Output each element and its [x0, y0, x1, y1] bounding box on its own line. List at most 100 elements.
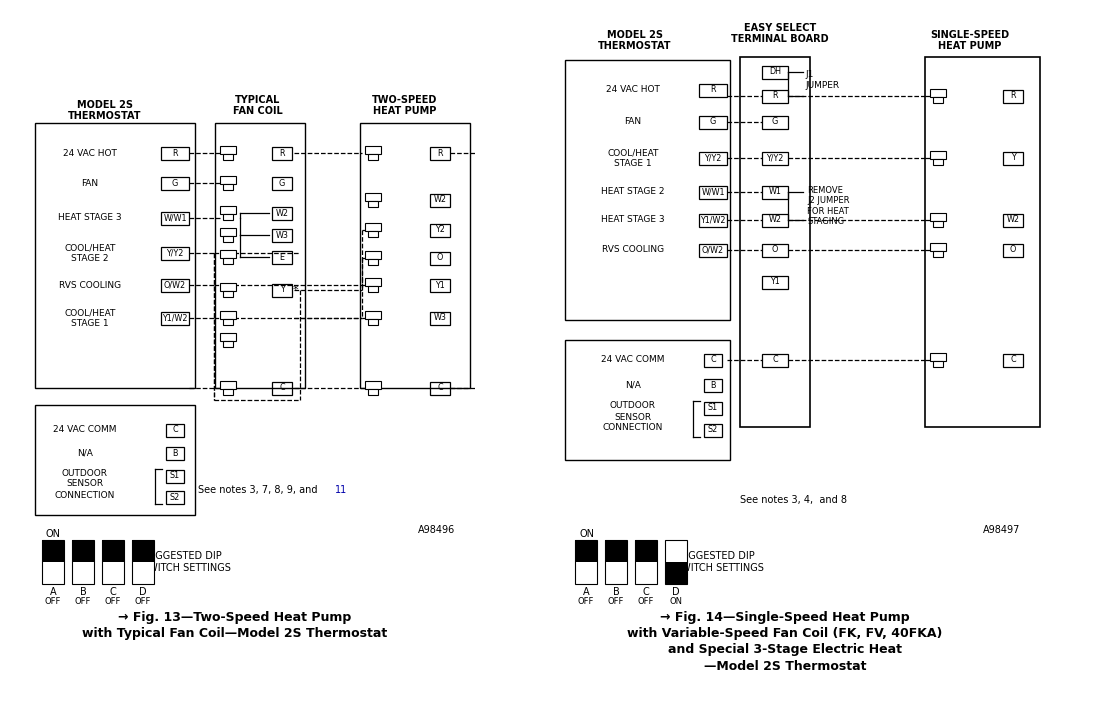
Text: A: A	[50, 587, 56, 597]
Text: Y/Y2: Y/Y2	[704, 153, 722, 163]
Text: D: D	[672, 587, 680, 597]
Bar	[606, 540, 627, 562]
Bar	[762, 276, 788, 289]
Bar	[1003, 214, 1023, 227]
Text: Y: Y	[280, 286, 284, 294]
Bar	[131, 562, 154, 584]
Bar	[272, 206, 292, 220]
Bar	[762, 244, 788, 257]
Bar	[42, 562, 64, 584]
Text: G: G	[278, 179, 285, 188]
Bar	[565, 340, 730, 460]
Text: HEAT STAGE 3: HEAT STAGE 3	[59, 214, 122, 222]
Bar	[934, 221, 943, 227]
Bar	[934, 361, 943, 367]
Bar	[930, 151, 946, 158]
Bar	[131, 540, 154, 584]
Text: → Fig. 13—Two-Speed Heat Pump: → Fig. 13—Two-Speed Heat Pump	[118, 611, 351, 624]
Text: C: C	[1010, 356, 1015, 364]
Bar	[665, 540, 687, 584]
Text: with Typical Fan Coil—Model 2S Thermostat: with Typical Fan Coil—Model 2S Thermosta…	[83, 627, 388, 640]
Text: DH: DH	[769, 68, 781, 76]
Bar	[762, 185, 788, 198]
Bar	[223, 257, 233, 264]
Text: S2: S2	[708, 425, 718, 435]
Text: B: B	[80, 587, 86, 597]
Text: THERMOSTAT: THERMOSTAT	[69, 111, 141, 121]
Text: C: C	[438, 384, 443, 393]
Bar	[220, 250, 236, 257]
Bar	[72, 540, 94, 562]
Text: HEAT STAGE 2: HEAT STAGE 2	[601, 188, 665, 196]
Text: ON: ON	[579, 529, 594, 539]
Bar	[762, 151, 788, 164]
Bar	[740, 57, 810, 427]
Bar	[272, 147, 292, 159]
Bar	[606, 562, 627, 584]
Text: C: C	[109, 587, 116, 597]
Bar	[635, 562, 657, 584]
Bar	[131, 540, 154, 584]
Text: C: C	[772, 356, 778, 364]
Bar	[565, 60, 730, 320]
Bar	[1003, 244, 1023, 257]
Bar	[272, 177, 292, 190]
Text: SENSOR: SENSOR	[66, 480, 104, 489]
Text: Y: Y	[1011, 153, 1015, 163]
Bar	[934, 251, 943, 257]
Bar	[102, 540, 124, 562]
Text: W2: W2	[768, 215, 781, 225]
Text: OFF: OFF	[105, 598, 122, 606]
Text: CONNECTION: CONNECTION	[55, 491, 115, 499]
Bar	[930, 353, 946, 361]
Bar	[575, 562, 597, 584]
Bar	[166, 491, 185, 504]
Text: S1: S1	[708, 403, 718, 412]
Bar	[272, 382, 292, 395]
Text: 24 VAC COMM: 24 VAC COMM	[601, 356, 665, 364]
Text: W2: W2	[1007, 215, 1020, 225]
Text: J1
JUMPER: J1 JUMPER	[806, 71, 839, 89]
Bar	[704, 401, 722, 414]
Bar	[272, 284, 292, 297]
Bar	[35, 405, 194, 515]
Text: S1: S1	[170, 472, 180, 481]
Text: OFF: OFF	[638, 598, 654, 606]
Text: C: C	[643, 587, 650, 597]
Bar	[430, 382, 450, 395]
Text: SUGGESTED DIP
SWITCH SETTINGS: SUGGESTED DIP SWITCH SETTINGS	[143, 551, 231, 573]
Text: TYPICAL: TYPICAL	[235, 95, 281, 105]
Bar	[166, 470, 185, 483]
Bar	[161, 147, 189, 159]
Bar	[220, 283, 236, 291]
Text: OUTDOOR: OUTDOOR	[610, 401, 656, 411]
Text: 24 VAC HOT: 24 VAC HOT	[606, 86, 660, 95]
Bar	[220, 176, 236, 184]
Text: Y/Y2: Y/Y2	[766, 153, 783, 163]
Bar	[1003, 151, 1023, 164]
Bar	[762, 116, 788, 129]
Bar	[220, 146, 236, 153]
Text: O: O	[1010, 246, 1017, 254]
Text: R: R	[711, 86, 716, 95]
Bar	[704, 353, 722, 366]
Text: A98496: A98496	[418, 525, 455, 535]
Text: O/W2: O/W2	[164, 281, 186, 289]
Bar	[360, 123, 470, 388]
Text: 24 VAC HOT: 24 VAC HOT	[63, 148, 117, 158]
Bar	[762, 353, 788, 366]
Bar	[220, 311, 236, 318]
Text: with Variable-Speed Fan Coil (FK, FV, 40FKA): with Variable-Speed Fan Coil (FK, FV, 40…	[628, 627, 943, 640]
Text: G: G	[772, 118, 778, 126]
Text: CONNECTION: CONNECTION	[603, 424, 663, 433]
Text: D: D	[139, 587, 147, 597]
Text: SINGLE-SPEED: SINGLE-SPEED	[930, 30, 1010, 40]
Text: R: R	[1010, 92, 1015, 100]
Bar	[365, 146, 381, 153]
Text: HEAT PUMP: HEAT PUMP	[373, 106, 436, 116]
Text: G: G	[172, 179, 178, 188]
Bar	[368, 201, 378, 207]
Bar	[272, 228, 292, 241]
Bar	[930, 89, 946, 97]
Text: R: R	[438, 148, 443, 158]
